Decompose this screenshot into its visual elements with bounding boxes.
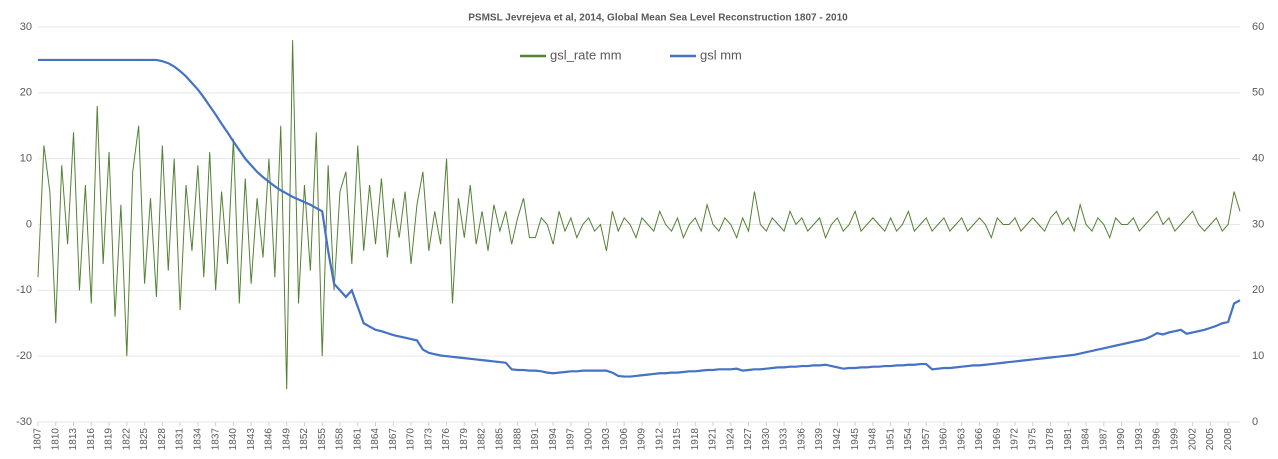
- x-tick-label: 2002: [1187, 428, 1198, 451]
- x-tick-label: 1927: [743, 428, 754, 451]
- x-tick-label: 1813: [68, 428, 79, 451]
- x-tick-label: 1903: [601, 428, 612, 451]
- y2-tick-label: 20: [1252, 284, 1264, 296]
- x-tick-label: 1849: [281, 428, 292, 451]
- x-tick-label: 1984: [1081, 428, 1092, 451]
- x-tick-label: 1924: [725, 428, 736, 451]
- x-tick-label: 1945: [850, 428, 861, 451]
- x-tick-label: 1987: [1098, 428, 1109, 451]
- x-tick-label: 1873: [423, 428, 434, 451]
- y2-tick-label: 10: [1252, 350, 1264, 362]
- x-tick-label: 1921: [708, 428, 719, 451]
- x-tick-label: 1951: [885, 428, 896, 451]
- y2-tick-label: 40: [1252, 153, 1264, 165]
- x-tick-label: 1840: [228, 428, 239, 451]
- x-tick-label: 1948: [868, 428, 879, 451]
- y2-tick-label: 50: [1252, 87, 1264, 99]
- y-tick-label: 0: [26, 218, 32, 230]
- x-tick-label: 1915: [672, 428, 683, 451]
- x-tick-label: 2008: [1223, 428, 1234, 451]
- x-tick-label: 1867: [388, 428, 399, 451]
- x-tick-label: 1978: [1045, 428, 1056, 451]
- y-tick-label: -30: [16, 416, 32, 428]
- x-tick-label: 1972: [1010, 428, 1021, 451]
- x-tick-label: 1990: [1116, 428, 1127, 451]
- x-tick-label: 1912: [654, 428, 665, 451]
- y2-tick-label: 30: [1252, 218, 1264, 230]
- x-tick-label: 1864: [370, 428, 381, 451]
- x-tick-label: 1933: [779, 428, 790, 451]
- x-tick-label: 1825: [139, 428, 150, 451]
- x-tick-label: 1939: [814, 428, 825, 451]
- x-tick-label: 1819: [104, 428, 115, 451]
- x-tick-label: 1870: [406, 428, 417, 451]
- y-tick-label: -20: [16, 350, 32, 362]
- y2-tick-label: 60: [1252, 21, 1264, 33]
- x-tick-label: 1837: [210, 428, 221, 451]
- x-tick-label: 1963: [956, 428, 967, 451]
- x-tick-label: 1831: [175, 428, 186, 451]
- x-tick-label: 1807: [33, 428, 44, 451]
- x-tick-label: 1909: [637, 428, 648, 451]
- x-tick-label: 1888: [512, 428, 523, 451]
- x-tick-label: 1954: [903, 428, 914, 451]
- y2-tick-label: 0: [1252, 416, 1258, 428]
- x-tick-label: 1882: [477, 428, 488, 451]
- x-tick-label: 1975: [1027, 428, 1038, 451]
- x-tick-label: 1930: [761, 428, 772, 451]
- y-tick-label: -10: [16, 284, 32, 296]
- x-tick-label: 1960: [939, 428, 950, 451]
- x-tick-label: 1936: [796, 428, 807, 451]
- x-tick-label: 1876: [441, 428, 452, 451]
- x-tick-label: 1993: [1134, 428, 1145, 451]
- x-tick-label: 1999: [1170, 428, 1181, 451]
- x-tick-label: 1918: [690, 428, 701, 451]
- chart-title: PSMSL Jevrejeva et al, 2014, Global Mean…: [468, 13, 848, 24]
- x-tick-label: 1906: [619, 428, 630, 451]
- x-tick-label: 1816: [86, 428, 97, 451]
- x-tick-label: 1966: [974, 428, 985, 451]
- x-tick-label: 1957: [921, 428, 932, 451]
- x-tick-label: 1891: [530, 428, 541, 451]
- legend-label: gsl mm: [700, 47, 742, 62]
- x-tick-label: 1996: [1152, 428, 1163, 451]
- y-tick-label: 30: [20, 21, 32, 33]
- x-tick-label: 1969: [992, 428, 1003, 451]
- y-tick-label: 10: [20, 153, 32, 165]
- x-tick-label: 1894: [548, 428, 559, 451]
- x-tick-label: 1885: [494, 428, 505, 451]
- x-tick-label: 1846: [264, 428, 275, 451]
- x-tick-label: 1855: [317, 428, 328, 451]
- x-tick-label: 1834: [193, 428, 204, 451]
- x-tick-label: 1900: [583, 428, 594, 451]
- x-tick-label: 1861: [352, 428, 363, 451]
- x-tick-label: 1981: [1063, 428, 1074, 451]
- y-tick-label: 20: [20, 87, 32, 99]
- x-tick-label: 1810: [50, 428, 61, 451]
- series-line: [38, 58, 1241, 378]
- series-line: [37, 40, 1241, 390]
- x-tick-label: 1852: [299, 428, 310, 451]
- x-tick-label: 1828: [157, 428, 168, 451]
- x-tick-label: 1858: [335, 428, 346, 451]
- x-tick-label: 1822: [121, 428, 132, 451]
- x-tick-label: 1879: [459, 428, 470, 451]
- x-tick-label: 1942: [832, 428, 843, 451]
- legend-label: gsl_rate mm: [550, 47, 622, 62]
- x-tick-label: 1843: [246, 428, 257, 451]
- x-tick-label: 2005: [1205, 428, 1216, 451]
- x-tick-label: 1897: [566, 428, 577, 451]
